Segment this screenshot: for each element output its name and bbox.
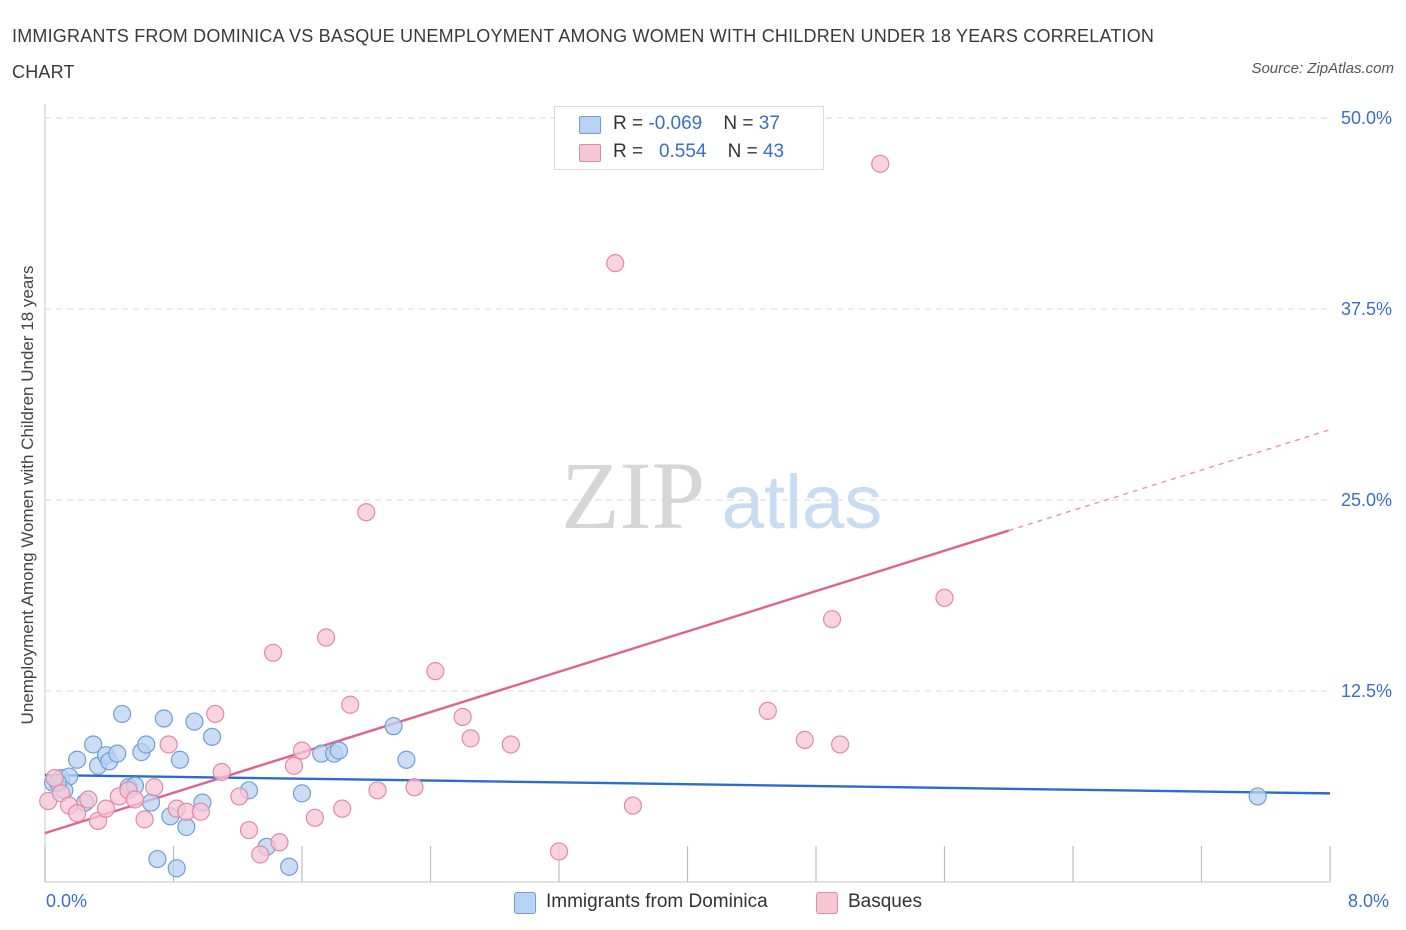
point-basques xyxy=(135,810,154,829)
point-basques xyxy=(68,804,87,823)
point-basques xyxy=(822,610,842,629)
legend-r-value: 0.554 xyxy=(658,141,707,162)
point-basques xyxy=(305,808,324,827)
trend-extension-basques xyxy=(1008,429,1331,532)
legend-n-label: N = xyxy=(727,141,763,162)
y-tick-label: 12.5% xyxy=(1341,681,1392,701)
point-dominica xyxy=(384,717,403,736)
y-tick-label: 37.5% xyxy=(1341,299,1392,319)
point-basques xyxy=(795,730,814,749)
point-basques xyxy=(405,778,424,797)
point-basques xyxy=(316,628,336,647)
y-tick-labels: 12.5% 25.0% 37.5% 50.0% xyxy=(1341,108,1392,701)
point-dominica xyxy=(141,793,161,812)
point-basques xyxy=(549,842,569,861)
point-dominica xyxy=(1248,787,1267,806)
point-dominica xyxy=(397,750,416,769)
point-basques xyxy=(758,701,777,720)
point-basques xyxy=(830,735,850,754)
legend-swatch-blue xyxy=(579,116,601,134)
x-tick-label-min: 0.0% xyxy=(46,891,88,911)
point-basques xyxy=(145,778,164,797)
point-basques xyxy=(239,820,259,840)
point-basques xyxy=(357,503,376,522)
point-basques xyxy=(461,729,480,748)
trend-line-dominica xyxy=(44,773,1331,795)
point-basques xyxy=(263,643,283,662)
x-tick-label-max: 8.0% xyxy=(1348,891,1390,911)
point-dominica xyxy=(84,735,103,754)
point-basques xyxy=(341,695,360,714)
point-basques xyxy=(251,845,270,864)
legend-label-dominica: Immigrants from Dominica xyxy=(546,891,768,912)
chart-title: IMMIGRANTS FROM DOMINICA VS BASQUE UNEMP… xyxy=(12,26,1155,82)
watermark-atlas: atlas xyxy=(722,460,883,545)
y-axis-label: Unemployment Among Women with Children U… xyxy=(18,265,37,725)
point-basques xyxy=(606,254,625,273)
point-basques xyxy=(501,735,520,754)
point-dominica xyxy=(68,750,87,769)
point-basques xyxy=(368,781,387,800)
source-credit: Source: ZipAtlas.com xyxy=(1251,60,1394,77)
point-dominica xyxy=(137,735,156,754)
point-basques xyxy=(206,704,225,724)
point-dominica xyxy=(154,709,173,728)
y-tick-label: 25.0% xyxy=(1341,490,1392,510)
point-dominica xyxy=(112,704,132,724)
grid-lines xyxy=(45,117,1330,692)
legend-r-label: R = xyxy=(613,113,649,134)
point-basques xyxy=(453,707,472,727)
point-basques xyxy=(292,741,312,760)
point-basques xyxy=(871,154,890,173)
legend-n-value: 37 xyxy=(758,113,780,134)
point-basques xyxy=(230,787,249,806)
legend-r-label: R = xyxy=(613,141,649,162)
point-basques xyxy=(159,735,178,754)
watermark-zip: ZIP xyxy=(561,442,705,549)
point-dominica xyxy=(108,744,127,763)
point-dominica xyxy=(148,849,167,869)
point-basques xyxy=(79,790,98,809)
point-dominica xyxy=(280,857,299,876)
point-basques xyxy=(212,762,231,782)
point-basques xyxy=(426,662,445,681)
correlation-legend: R = -0.069 N = 37 R = 0.554 N = 43 xyxy=(554,106,824,170)
point-dominica xyxy=(202,727,222,746)
legend-n-label: N = xyxy=(723,113,759,134)
point-dominica xyxy=(177,817,196,837)
point-basques xyxy=(270,833,289,852)
point-basques xyxy=(333,799,352,818)
legend-n-value: 43 xyxy=(762,141,785,162)
trend-lines xyxy=(44,429,1331,835)
legend-swatch-basques xyxy=(816,892,838,914)
y-tick-label: 50.0% xyxy=(1341,108,1392,128)
point-dominica xyxy=(170,750,190,769)
legend-swatch-dominica xyxy=(514,892,536,914)
legend-r-value: -0.069 xyxy=(648,113,703,134)
point-basques xyxy=(935,588,954,607)
point-basques xyxy=(191,802,210,821)
point-dominica xyxy=(292,784,312,803)
point-basques xyxy=(45,768,64,788)
trend-line-basques xyxy=(44,529,1010,835)
point-dominica xyxy=(185,712,204,731)
point-dominica xyxy=(329,741,349,760)
watermark: ZIP atlas xyxy=(561,442,882,549)
point-basques xyxy=(96,799,116,818)
point-dominica xyxy=(167,859,186,878)
legend-swatch-pink xyxy=(579,144,601,162)
legend-label-basques: Basques xyxy=(848,891,922,912)
point-basques xyxy=(125,790,145,809)
point-basques xyxy=(284,756,304,775)
point-basques xyxy=(623,796,642,815)
data-points xyxy=(39,154,1267,878)
